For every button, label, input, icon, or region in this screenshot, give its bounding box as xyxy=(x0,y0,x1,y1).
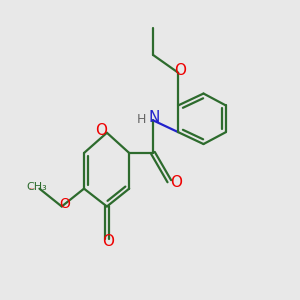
Text: O: O xyxy=(59,197,70,211)
Text: O: O xyxy=(175,63,187,78)
Text: N: N xyxy=(148,110,160,125)
Text: O: O xyxy=(170,175,182,190)
Text: CH₃: CH₃ xyxy=(27,182,47,192)
Text: O: O xyxy=(96,123,108,138)
Text: O: O xyxy=(102,234,114,249)
Text: H: H xyxy=(137,112,146,126)
Text: methoxy: methoxy xyxy=(30,188,36,189)
